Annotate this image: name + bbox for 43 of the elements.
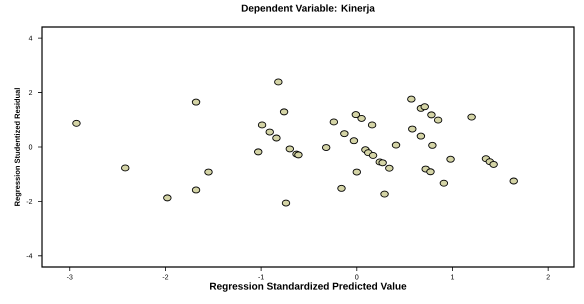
point [340, 130, 349, 138]
point [258, 121, 266, 128]
point [266, 128, 274, 136]
point [392, 142, 400, 149]
point [446, 156, 455, 163]
point [427, 111, 436, 118]
point [272, 134, 281, 142]
point [408, 126, 416, 132]
point [330, 118, 338, 126]
point [440, 180, 448, 187]
point [274, 78, 283, 86]
point [357, 114, 366, 122]
point [322, 144, 330, 151]
point [163, 194, 172, 202]
point [434, 116, 442, 124]
point [352, 111, 360, 118]
point [368, 152, 378, 159]
point [121, 164, 130, 172]
point [204, 168, 213, 176]
x-axis-title: Regression Standardized Predicted Value [210, 282, 406, 292]
point [407, 96, 416, 103]
point [350, 137, 358, 144]
point [286, 145, 294, 152]
chart-title: Dependent Variable: Kinerja [242, 4, 375, 14]
point [192, 98, 200, 106]
point [254, 148, 262, 156]
point [416, 132, 426, 140]
point [420, 103, 429, 110]
point [192, 186, 200, 194]
point [282, 200, 290, 206]
point [467, 114, 476, 121]
point [72, 120, 81, 127]
point [428, 142, 437, 149]
point [378, 159, 387, 166]
point [368, 121, 376, 128]
point [337, 184, 346, 192]
point [385, 164, 394, 172]
point [380, 190, 389, 198]
point [280, 108, 288, 116]
point [489, 160, 498, 168]
point [426, 168, 435, 176]
point [510, 178, 518, 184]
point [352, 168, 361, 176]
